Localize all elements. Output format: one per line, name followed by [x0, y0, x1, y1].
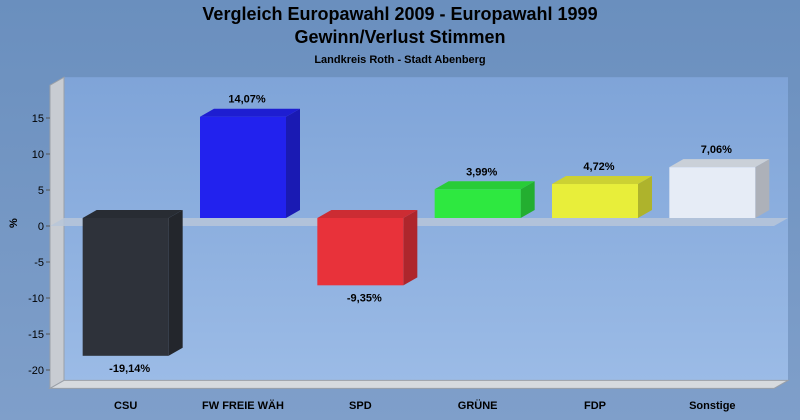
y-tick-label: 15 — [32, 113, 44, 125]
bar — [669, 167, 756, 218]
category-label: CSU — [114, 400, 137, 412]
bar — [317, 218, 404, 286]
bar — [434, 189, 521, 218]
zero-plane — [50, 218, 788, 226]
bar-top — [552, 176, 652, 185]
bar-top — [434, 181, 535, 190]
chart-title: Vergleich Europawahl 2009 - Europawahl 1… — [202, 4, 598, 24]
plot-floor — [48, 379, 790, 389]
value-label: -9,35% — [347, 292, 382, 304]
bar-top — [669, 159, 770, 168]
y-tick-label: -5 — [34, 257, 44, 269]
y-tick-label: -20 — [28, 365, 44, 377]
category-label: FW FREIE WÄH — [202, 399, 284, 412]
category-label: FDP — [584, 400, 606, 412]
bar-side — [520, 181, 535, 218]
category-label: SPD — [349, 400, 372, 412]
chart-bars — [82, 108, 770, 356]
category-label: Sonstige — [689, 400, 735, 412]
y-tick-label: 10 — [32, 149, 44, 161]
bar — [200, 116, 286, 218]
bar-top — [200, 108, 300, 117]
chart-axes: 15 10 5 0 -5 -10 -15 -20 — [28, 76, 790, 390]
bar — [552, 184, 638, 218]
y-tick-label: -15 — [28, 329, 44, 341]
bar-side — [638, 176, 652, 218]
plot-area — [64, 77, 788, 381]
bar-top — [317, 210, 418, 218]
bar-side — [755, 159, 770, 218]
bar-side — [403, 210, 418, 286]
y-tick-label: 5 — [38, 185, 44, 197]
value-label: 4,72% — [583, 161, 614, 173]
plot-left-wall — [49, 76, 65, 390]
chart-subtitle: Gewinn/Verlust Stimmen — [294, 27, 506, 47]
value-label: 7,06% — [701, 144, 732, 156]
value-label: -19,14% — [109, 363, 150, 375]
value-label: 14,07% — [228, 94, 266, 106]
category-label: GRÜNE — [458, 399, 498, 412]
y-tick-label: -10 — [28, 293, 44, 305]
chart-labels: -19,14% CSU 14,07% FW FREIE WÄH -9,35% SPD 3,9… — [109, 94, 735, 412]
chart-region-label: Landkreis Roth - Stadt Abenberg — [314, 54, 486, 66]
bar-side — [286, 108, 300, 218]
bar — [82, 218, 169, 356]
bar-top — [82, 210, 183, 218]
value-label: 3,99% — [466, 166, 497, 178]
bar-side — [168, 210, 183, 356]
y-tick-label: 0 — [38, 221, 44, 233]
